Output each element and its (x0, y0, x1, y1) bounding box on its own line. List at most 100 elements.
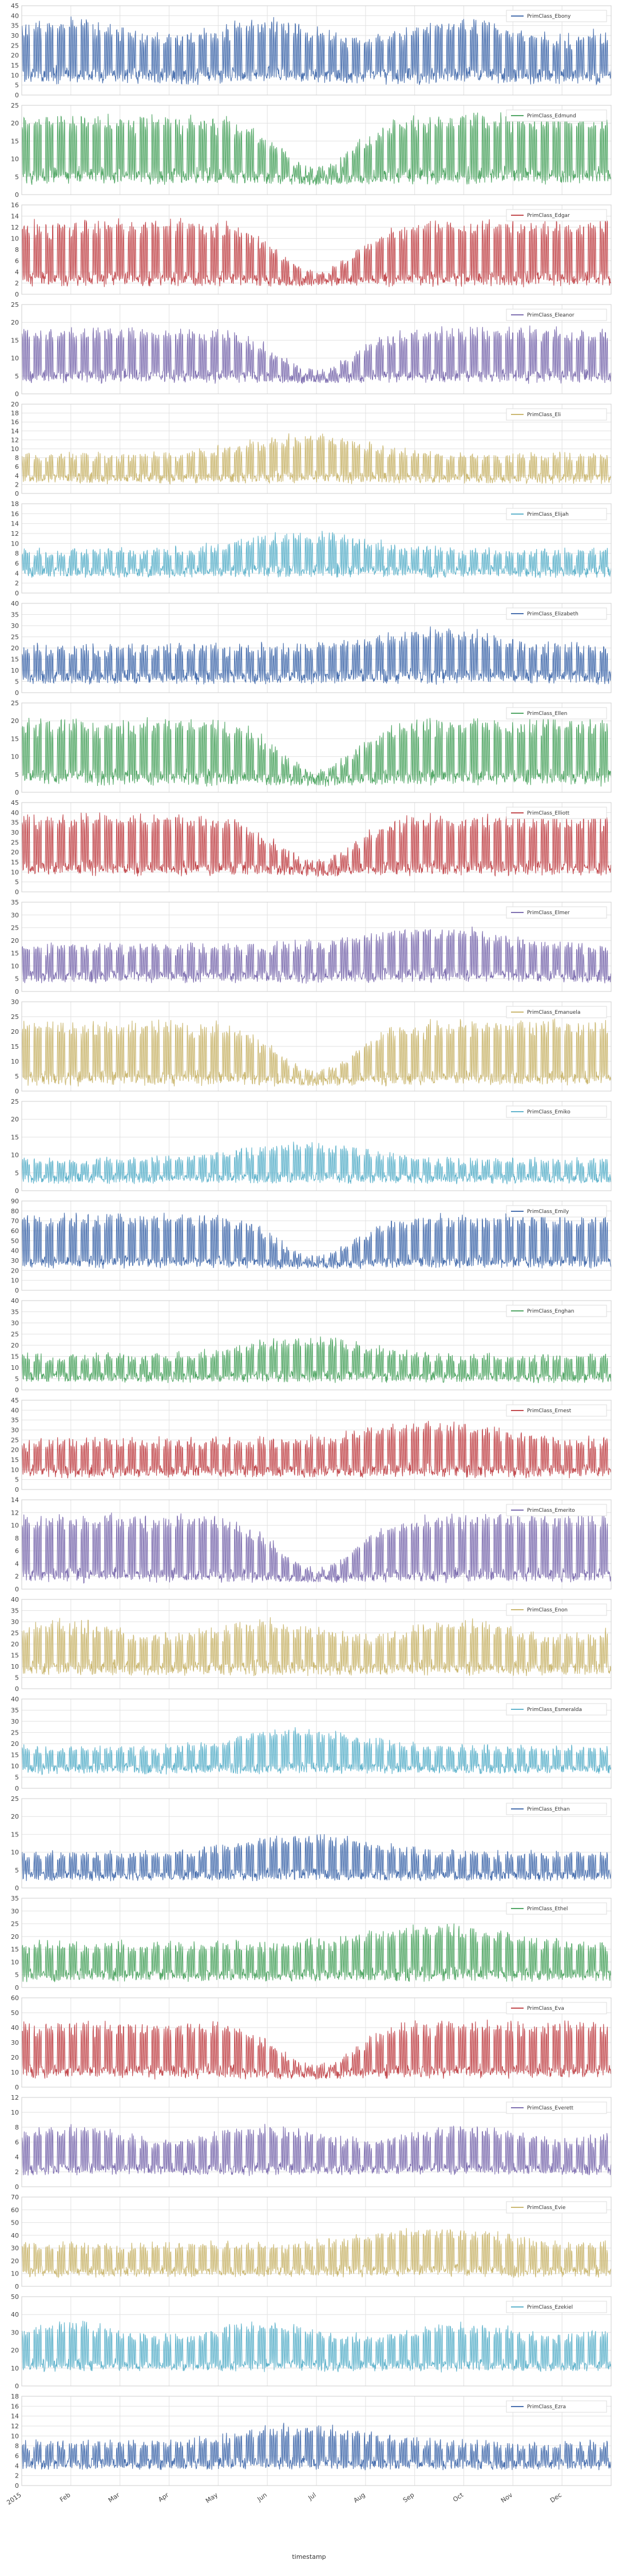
panel-frame (21, 105, 612, 195)
legend-label: PrimClass_Evie (527, 2205, 566, 2211)
y-tick-label: 12 (11, 436, 19, 444)
legend: PrimClass_Esmeralda (506, 1703, 607, 1716)
y-tick-label: 15 (11, 1946, 19, 1953)
y-tick-label: 0 (15, 888, 19, 896)
panel-frame (21, 204, 612, 295)
panel-frame (21, 1698, 612, 1789)
y-tick-label: 0 (15, 2084, 19, 2091)
x-tick-label: Dec (549, 2491, 563, 2504)
series-line-PrimClass_Ernest (21, 1421, 612, 1479)
x-tick-label: Sep (402, 2491, 415, 2504)
y-tick-label: 5 (15, 1774, 19, 1781)
series-line-PrimClass_Edmund (21, 112, 612, 185)
legend-box (506, 2002, 607, 2014)
y-tick-label: 10 (11, 1277, 19, 1285)
y-tick-label: 35 (11, 22, 19, 30)
panel-frame (21, 702, 612, 793)
y-tick-label: 10 (11, 962, 19, 970)
y-tick-label: 16 (11, 2403, 19, 2410)
y-tick-label: 16 (11, 418, 19, 426)
y-tick-label: 35 (11, 1707, 19, 1714)
series-line-PrimClass_Evie (21, 2228, 612, 2279)
y-tick-label: 10 (11, 667, 19, 674)
y-tick-label: 18 (11, 410, 19, 417)
series-line-PrimClass_Esmeralda (21, 1727, 612, 1776)
panel-PrimClass_Emily: 0 10 20 30 40 50 60 70 80 90 PrimClass_Emily (11, 1198, 612, 1294)
legend-label: PrimClass_Enghan (527, 1309, 574, 1314)
y-tick-label: 20 (11, 645, 19, 652)
y-tick-label: 0 (15, 1187, 19, 1195)
legend: PrimClass_Elmer (506, 906, 607, 919)
y-tick-label: 25 (11, 1729, 19, 1737)
y-tick-label: 25 (11, 634, 19, 641)
x-tick-label: Jul (307, 2491, 318, 2502)
panel-frame (21, 1400, 612, 1490)
panel-PrimClass_Emanuela: 0 5 10 15 20 25 30 PrimClass_Emanuela (11, 998, 612, 1095)
y-tick-label: 10 (11, 355, 19, 362)
y-tick-label: 35 (11, 1309, 19, 1316)
y-tick-label: 2 (15, 2472, 19, 2480)
legend-label: PrimClass_Elijah (527, 512, 569, 517)
y-tick-label: 0 (15, 2482, 19, 2490)
y-tick-label: 5 (15, 678, 19, 686)
legend-box (506, 508, 607, 520)
legend-label: PrimClass_Emily (527, 1209, 569, 1215)
legend: PrimClass_Ezra (506, 2400, 607, 2413)
y-tick-label: 12 (11, 2094, 19, 2101)
y-tick-label: 10 (11, 156, 19, 163)
y-tick-label: 10 (11, 1058, 19, 1065)
y-tick-label: 20 (11, 1447, 19, 1454)
y-tick-label: 20 (11, 2257, 19, 2265)
legend-label: PrimClass_Emanuela (527, 1010, 580, 1016)
panel-PrimClass_Emerito: 0 2 4 6 8 10 12 14 PrimClass_Emerito (11, 1496, 612, 1593)
y-tick-label: 40 (11, 1247, 19, 1255)
y-tick-label: 15 (11, 337, 19, 344)
legend-label: PrimClass_Eleanor (527, 313, 575, 318)
y-tick-label: 20 (11, 1116, 19, 1123)
panel-frame (21, 5, 612, 96)
y-tick-label: 0 (15, 1088, 19, 1095)
y-tick-label: 30 (11, 32, 19, 39)
legend-label: PrimClass_Edgar (527, 213, 570, 219)
y-tick-label: 60 (11, 1227, 19, 1235)
legend: PrimClass_Emily (506, 1205, 607, 1218)
y-tick-label: 15 (11, 1043, 19, 1050)
panel-PrimClass_Eleanor: 0 5 10 15 20 25 PrimClass_Eleanor (11, 301, 612, 398)
legend-box (506, 408, 607, 421)
y-tick-label: 30 (11, 1907, 19, 1915)
series-line-PrimClass_Eva (21, 2020, 612, 2080)
y-tick-label: 6 (15, 560, 19, 567)
legend: PrimClass_Emerito (506, 1504, 607, 1516)
legend-label: PrimClass_Elizabeth (527, 611, 579, 617)
x-axis-label: timestamp (292, 2553, 326, 2561)
panel-frame (21, 1001, 612, 1092)
y-tick-label: 70 (11, 1218, 19, 1225)
panel-PrimClass_Ethel: 0 5 10 15 20 25 30 35 PrimClass_Ethel (11, 1895, 612, 1992)
y-tick-label: 16 (11, 202, 19, 209)
y-tick-label: 15 (11, 859, 19, 866)
y-tick-label: 45 (11, 2, 19, 10)
y-tick-label: 60 (11, 2206, 19, 2214)
legend: PrimClass_Eleanor (506, 309, 607, 321)
panel-PrimClass_Emiko: 0 5 10 15 20 25 PrimClass_Emiko (11, 1098, 612, 1195)
legend-box (506, 2400, 607, 2413)
series-line-PrimClass_Elliott (21, 812, 612, 878)
y-tick-label: 30 (11, 2329, 19, 2336)
legend-box (506, 109, 607, 122)
y-tick-label: 14 (11, 2413, 19, 2420)
legend: PrimClass_Elliott (506, 807, 607, 819)
legend-label: PrimClass_Ernest (527, 1408, 572, 1414)
y-tick-label: 15 (11, 1652, 19, 1660)
y-tick-label: 20 (11, 2347, 19, 2354)
legend: PrimClass_Ellen (506, 707, 607, 720)
y-tick-label: 25 (11, 700, 19, 707)
y-tick-label: 40 (11, 809, 19, 816)
series-line-PrimClass_Ebony (21, 16, 612, 86)
legend: PrimClass_Eva (506, 2002, 607, 2014)
y-tick-label: 50 (11, 2219, 19, 2227)
panel-PrimClass_Enghan: 0 5 10 15 20 25 30 35 40 PrimClass_Enghan (11, 1297, 612, 1394)
y-tick-label: 4 (15, 1560, 19, 1567)
y-tick-label: 15 (11, 1133, 19, 1141)
x-tick-label: Jun (256, 2491, 268, 2503)
